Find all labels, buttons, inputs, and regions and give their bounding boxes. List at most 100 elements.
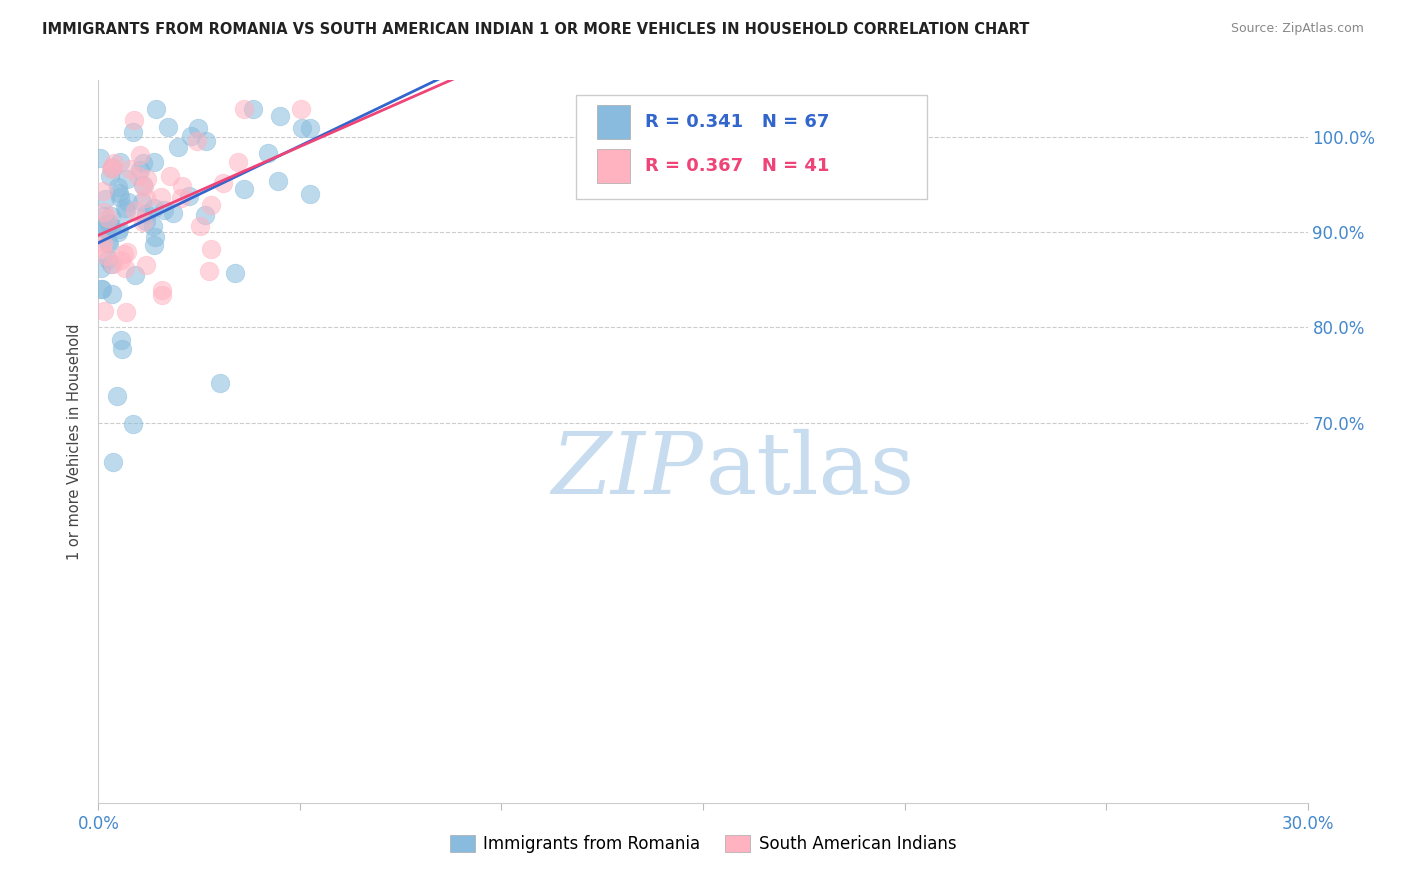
Point <box>136 171 159 186</box>
Point <box>108 222 131 236</box>
Point <box>226 155 249 169</box>
Point <box>96 222 118 236</box>
Point <box>187 121 209 136</box>
Point <box>103 156 125 170</box>
Point <box>107 179 129 194</box>
Point <box>142 219 165 233</box>
Point <box>132 156 155 170</box>
Point <box>150 288 173 302</box>
Point <box>97 216 120 230</box>
Point <box>107 225 129 239</box>
Point <box>170 191 193 205</box>
Point <box>90 261 112 276</box>
Point <box>143 201 166 215</box>
Point <box>93 303 115 318</box>
Point <box>100 161 122 176</box>
Text: R = 0.341   N = 67: R = 0.341 N = 67 <box>645 113 830 131</box>
Point <box>124 268 146 282</box>
Point <box>186 134 208 148</box>
Point <box>180 128 202 143</box>
Point <box>90 282 112 296</box>
Point <box>200 198 222 212</box>
Point <box>121 125 143 139</box>
Point <box>145 102 167 116</box>
FancyBboxPatch shape <box>596 104 630 139</box>
Point <box>200 242 222 256</box>
Point <box>299 186 322 201</box>
Point <box>97 211 120 226</box>
Point <box>91 235 114 250</box>
Point <box>91 184 114 198</box>
Point <box>290 102 312 116</box>
Point <box>162 206 184 220</box>
Point <box>110 253 132 268</box>
Point <box>132 178 155 193</box>
Point <box>97 235 120 249</box>
Point <box>93 205 115 219</box>
Point <box>177 189 200 203</box>
Point <box>100 160 122 174</box>
Point <box>115 171 138 186</box>
Text: IMMIGRANTS FROM ROMANIA VS SOUTH AMERICAN INDIAN 1 OR MORE VEHICLES IN HOUSEHOLD: IMMIGRANTS FROM ROMANIA VS SOUTH AMERICA… <box>42 22 1029 37</box>
Point <box>122 112 145 127</box>
Point <box>101 161 124 175</box>
Point <box>124 204 146 219</box>
Point <box>170 179 193 194</box>
Point <box>131 194 153 209</box>
Point <box>111 342 134 356</box>
Point <box>131 214 153 228</box>
Point <box>150 283 173 297</box>
Point <box>195 135 218 149</box>
Point <box>135 191 157 205</box>
Point <box>153 203 176 218</box>
Point <box>188 219 211 234</box>
Point <box>93 192 115 206</box>
Point <box>142 155 165 169</box>
Point <box>232 182 254 196</box>
Point <box>100 209 122 223</box>
Point <box>100 256 122 270</box>
Point <box>97 236 120 251</box>
Point <box>150 189 173 203</box>
Point <box>142 238 165 252</box>
Point <box>115 245 138 260</box>
Point <box>96 252 118 266</box>
Point <box>110 333 132 347</box>
Point <box>112 247 135 261</box>
Point <box>233 102 256 116</box>
Point <box>267 174 290 188</box>
Legend: Immigrants from Romania, South American Indians: Immigrants from Romania, South American … <box>443 828 963 860</box>
Text: ZIP: ZIP <box>551 429 703 512</box>
Point <box>103 257 125 271</box>
Point <box>117 194 139 209</box>
Point <box>91 282 114 296</box>
Point <box>257 145 280 160</box>
Point <box>89 151 111 165</box>
Point <box>110 154 132 169</box>
Point <box>100 287 122 301</box>
Point <box>114 261 136 276</box>
Point <box>198 264 221 278</box>
Point <box>127 169 149 184</box>
Point <box>115 305 138 319</box>
Point <box>291 120 314 135</box>
Point <box>120 162 142 177</box>
Point <box>208 376 231 390</box>
Point <box>115 203 138 218</box>
Point <box>93 209 115 223</box>
Y-axis label: 1 or more Vehicles in Household: 1 or more Vehicles in Household <box>67 323 83 560</box>
Point <box>91 241 114 255</box>
Point <box>94 249 117 263</box>
Text: atlas: atlas <box>706 429 914 512</box>
FancyBboxPatch shape <box>576 95 927 200</box>
Point <box>135 214 157 228</box>
Point <box>135 258 157 272</box>
Text: R = 0.367   N = 41: R = 0.367 N = 41 <box>645 157 830 175</box>
Point <box>269 109 291 123</box>
Point <box>224 266 246 280</box>
Point <box>114 201 136 215</box>
Point <box>128 147 150 161</box>
Point <box>143 230 166 244</box>
Text: Source: ZipAtlas.com: Source: ZipAtlas.com <box>1230 22 1364 36</box>
Point <box>194 208 217 222</box>
